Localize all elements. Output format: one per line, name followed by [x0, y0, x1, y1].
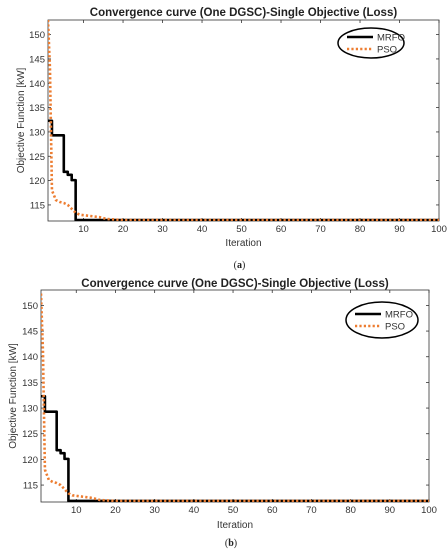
x-tick-label: 70 [306, 505, 317, 516]
y-tick-label: 120 [22, 455, 38, 466]
x-tick-label: 60 [267, 505, 278, 516]
y-tick-label: 150 [22, 301, 38, 312]
y-tick-label: 140 [29, 79, 45, 90]
legend-label-mrfo: MRFO [377, 33, 405, 44]
y-tick-label: 140 [22, 352, 38, 363]
y-tick-label: 130 [29, 127, 45, 138]
y-tick-label: 135 [22, 378, 38, 389]
x-tick-label: 100 [431, 224, 447, 235]
x-tick-label: 60 [276, 224, 287, 235]
x-tick-label: 100 [421, 505, 437, 516]
y-tick-label: 120 [29, 176, 45, 187]
y-tick-label: 115 [30, 200, 45, 211]
x-tick-label: 40 [197, 224, 208, 235]
chart-panel-2: Convergence curve (One DGSC)-Single Obje… [8, 278, 437, 549]
y-axis-label: Objective Function [kW] [16, 67, 27, 173]
x-tick-label: 30 [157, 224, 168, 235]
series-line-pso [41, 293, 429, 502]
x-axis-label: Iteration [225, 238, 261, 249]
legend-ellipse [337, 27, 405, 59]
x-axis-label: Iteration [217, 520, 253, 531]
y-tick-label: 135 [29, 103, 45, 114]
legend-label-pso: PSO [377, 45, 397, 56]
y-tick-label: 145 [29, 54, 45, 65]
x-tick-label: 80 [355, 224, 366, 235]
legend-label-pso: PSO [385, 322, 405, 333]
chart-panel-1: Convergence curve (One DGSC)-Single Obje… [16, 7, 447, 271]
series-line-mrfo [41, 394, 429, 502]
x-tick-label: 90 [385, 505, 396, 516]
x-tick-label: 50 [228, 505, 239, 516]
x-tick-label: 30 [149, 505, 160, 516]
y-tick-label: 130 [22, 404, 38, 415]
legend-ellipse [345, 301, 419, 339]
x-tick-label: 90 [394, 224, 405, 235]
x-tick-label: 50 [236, 224, 247, 235]
x-tick-label: 80 [345, 505, 356, 516]
y-axis-label: Objective Function [kW] [8, 343, 19, 449]
x-tick-label: 70 [315, 224, 326, 235]
legend-label-mrfo: MRFO [385, 310, 413, 321]
y-tick-label: 145 [22, 327, 38, 338]
x-tick-label: 20 [110, 505, 121, 516]
x-tick-label: 10 [78, 224, 89, 235]
y-tick-label: 150 [29, 30, 45, 41]
panel-label: (a) [234, 260, 246, 271]
panel-label: (b) [225, 538, 237, 549]
y-tick-label: 125 [29, 152, 45, 163]
chart-title: Convergence curve (One DGSC)-Single Obje… [90, 7, 398, 19]
x-tick-label: 40 [189, 505, 200, 516]
x-tick-label: 20 [118, 224, 129, 235]
y-tick-label: 115 [23, 481, 38, 492]
y-tick-label: 125 [22, 429, 38, 440]
x-tick-label: 10 [71, 505, 82, 516]
series-line-mrfo [48, 119, 439, 221]
chart-title: Convergence curve (One DGSC)-Single Obje… [81, 278, 389, 290]
